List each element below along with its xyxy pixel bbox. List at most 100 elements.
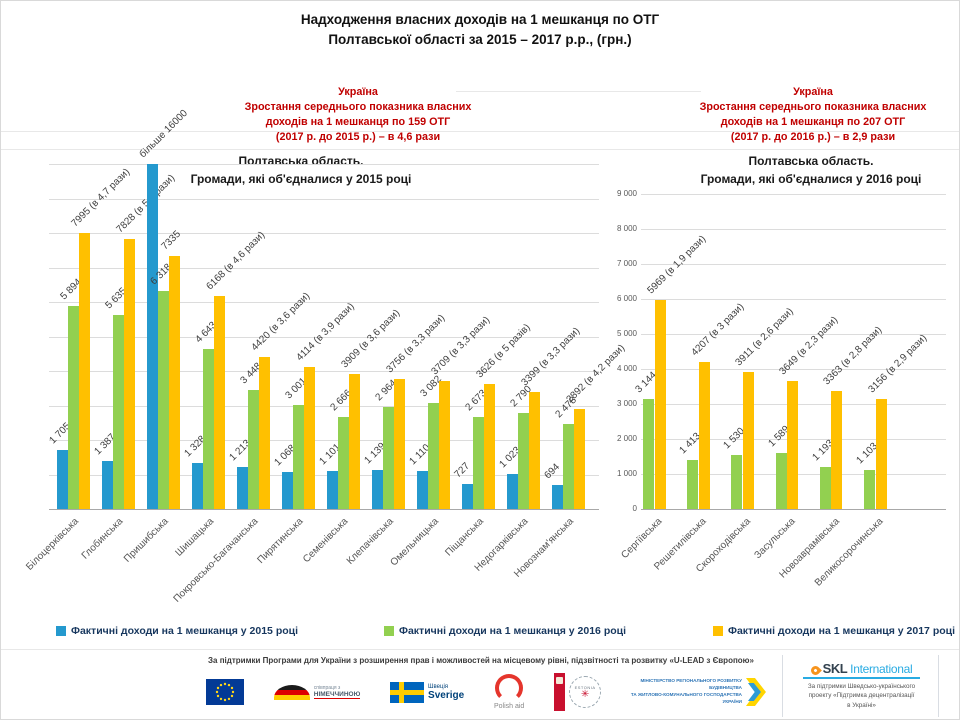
page-title: Надходження власних доходів на 1 мешканц… — [1, 10, 959, 51]
divider — [1, 131, 959, 132]
gridline — [641, 334, 946, 335]
region-label: Полтавська область. — [748, 154, 874, 168]
bar — [518, 413, 529, 509]
gridline — [49, 475, 599, 476]
gridline — [49, 268, 599, 269]
ministry-chevron-icon — [745, 678, 766, 706]
category-label: Глобинська — [80, 516, 126, 562]
estonia-star-icon: ✳ — [580, 688, 590, 700]
page-title-line1: Надходження власних доходів на 1 мешканц… — [300, 12, 660, 27]
germany-logo-text: співпраця з — [313, 684, 341, 691]
bar — [574, 409, 585, 509]
eu-flag-icon — [206, 679, 244, 705]
bar-value-label: 6168 (в 4,6 рази) — [204, 229, 268, 293]
bar — [820, 467, 831, 509]
germany-flag-icon — [273, 684, 310, 700]
divider — [1, 649, 959, 650]
gridline — [49, 371, 599, 372]
bar — [169, 256, 180, 509]
category-label: Пирятинська — [255, 516, 306, 566]
bar — [327, 471, 338, 509]
y-axis-tick-label: 7 000 — [616, 259, 637, 268]
bar — [787, 381, 798, 509]
bar — [192, 463, 203, 509]
legend-label: Фактичні доходи на 1 мешканця у 2015 роц… — [71, 625, 299, 637]
bar — [237, 467, 248, 509]
polish-aid-logo: Polish aid — [494, 674, 524, 710]
skl-name2: International — [850, 662, 913, 676]
bar — [473, 417, 484, 509]
category-label: Білоцерківська — [24, 516, 81, 573]
bar — [643, 399, 654, 509]
gridline — [49, 440, 599, 441]
page-title-line2: Полтавської області за 2015 – 2017 р.р.,… — [328, 32, 632, 48]
legend-item-2017: Фактичні доходи на 1 мешканця у 2017 роц… — [713, 625, 955, 637]
bar — [484, 384, 495, 509]
gridline — [641, 369, 946, 370]
bar — [214, 296, 225, 509]
bar — [304, 367, 315, 509]
bar — [203, 349, 214, 509]
skl-support-text: За підтримки Шведсько-українського проек… — [807, 683, 916, 709]
donor-logos-row: співпраця з НІМЕЧЧИНОЮ Швеція Sverige Po… — [206, 669, 766, 715]
bar — [372, 470, 383, 509]
uled-support-text: За підтримки Програми для України з розш… — [208, 656, 754, 665]
gridline — [641, 229, 946, 230]
bar — [282, 472, 293, 509]
bar — [864, 470, 875, 509]
bar — [655, 300, 666, 509]
bar-value-label: 4207 (в 3 рази) — [689, 301, 747, 359]
sweden-flag-icon — [390, 681, 425, 703]
bar — [79, 233, 90, 509]
polish-aid-ring-icon — [495, 674, 524, 702]
bar — [552, 485, 563, 509]
sweden-logo-text: Швеція — [428, 683, 449, 690]
ukraine-growth-note-left: Україна Зростання середнього показника в… — [229, 85, 487, 145]
bar — [102, 461, 113, 509]
category-label: Засульська — [752, 516, 798, 562]
divider — [1, 149, 959, 150]
legend-label: Фактичні доходи на 1 мешканця у 2016 роц… — [399, 625, 627, 637]
skl-pin-icon — [808, 664, 822, 677]
estonia-logo: ESTONIA ✳ — [554, 673, 602, 711]
bar — [731, 455, 742, 509]
bar — [394, 379, 405, 509]
skl-name: SKL — [822, 661, 848, 676]
bar — [831, 391, 842, 509]
gridline — [49, 406, 599, 407]
germany-logo-name: НІМЕЧЧИНОЮ — [313, 691, 361, 700]
chart-header-left: Полтавська область. Громади, які об'єдна… — [176, 152, 426, 188]
category-label: Сергіївська — [619, 516, 665, 561]
bar — [687, 460, 698, 509]
bar — [293, 405, 304, 509]
chart-header-right: Полтавська область. Громади, які об'єдна… — [686, 152, 936, 188]
gridline — [49, 302, 599, 303]
bar — [349, 374, 360, 509]
y-axis-tick-label: 4 000 — [616, 364, 637, 373]
bar — [507, 474, 518, 509]
bar — [743, 372, 754, 509]
bar — [147, 164, 158, 509]
eu-flag-logo — [206, 679, 244, 705]
bar — [338, 417, 349, 509]
legend-swatch-2016 — [384, 626, 394, 636]
bar — [428, 403, 439, 509]
bar — [439, 381, 450, 509]
legend-item-2015: Фактичні доходи на 1 мешканця у 2015 роц… — [56, 625, 298, 637]
divider — [938, 655, 939, 717]
bar — [113, 315, 124, 509]
bar — [876, 399, 887, 509]
bar-value-label: 694 — [542, 461, 563, 482]
bar — [776, 453, 787, 509]
y-axis-tick-label: 0 — [632, 504, 637, 513]
gridline — [49, 233, 599, 234]
category-label: Піщанська — [443, 516, 486, 559]
bar — [68, 306, 79, 509]
skl-underline — [803, 677, 920, 679]
legend-swatch-2017 — [713, 626, 723, 636]
bar — [383, 407, 394, 509]
legend-item-2016: Фактичні доходи на 1 мешканця у 2016 роц… — [384, 625, 626, 637]
bar-value-label: 7335 — [159, 228, 184, 253]
bar — [699, 362, 710, 509]
legend-swatch-2015 — [56, 626, 66, 636]
